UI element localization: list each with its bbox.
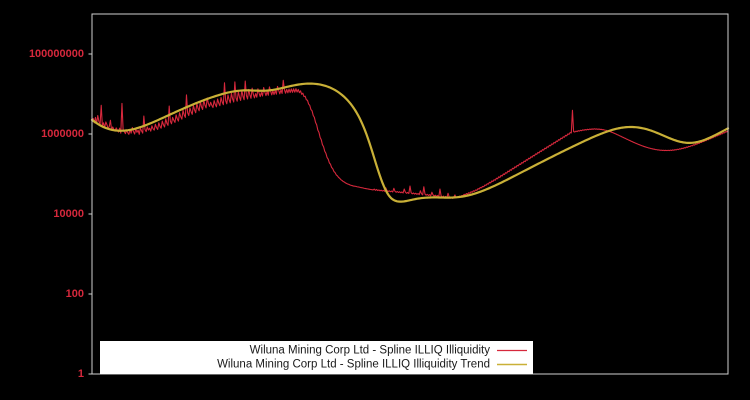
plot-background	[92, 14, 728, 374]
legend-label-illiquidity-trend: Wiluna Mining Corp Ltd - Spline ILLIQ Il…	[217, 359, 490, 371]
y-tick-label: 1000000	[41, 128, 84, 140]
legend-label-illiquidity: Wiluna Mining Corp Ltd - Spline ILLIQ Il…	[250, 345, 491, 357]
y-tick-label: 100000000	[29, 48, 84, 60]
y-tick-label: 10000	[53, 208, 84, 220]
chart-legend[interactable]: Wiluna Mining Corp Ltd - Spline ILLIQ Il…	[100, 341, 533, 374]
series-line-illiquidity	[91, 79, 729, 199]
legend-background	[100, 341, 533, 374]
series-line-illiquidity-trend	[90, 82, 730, 203]
y-tick-label: 100	[66, 288, 84, 300]
y-tick-label: 1	[78, 368, 84, 380]
y-axis-tick-labels: 100000000 1000000 10000 100 1	[29, 48, 92, 380]
series-layer	[90, 79, 730, 203]
